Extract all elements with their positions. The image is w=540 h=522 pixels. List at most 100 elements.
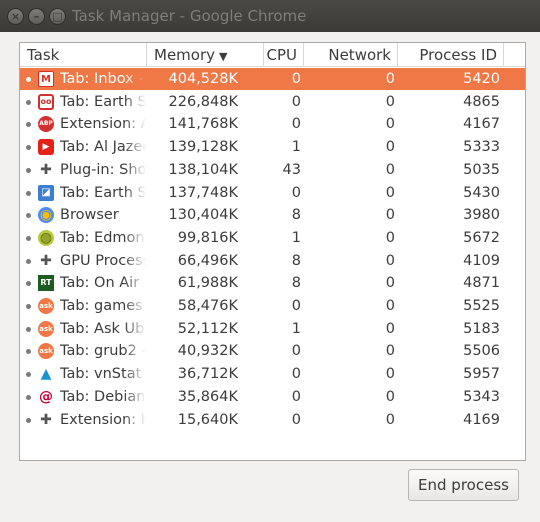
cpu-value: 8 [291, 252, 301, 269]
table-row[interactable]: ✚ Extension: H 15,640K 0 0 4169 [20, 408, 525, 431]
table-row[interactable]: ask Tab: grub2 - | 40,932K 0 0 5506 [20, 340, 525, 363]
process-id-value: 5333 [463, 139, 500, 156]
column-header-memory[interactable]: Memory ▼ [146, 43, 263, 67]
table-row[interactable]: ✚ GPU Process 66,496K 8 0 4109 [20, 249, 525, 272]
task-name: Tab: grub2 - | [60, 340, 146, 363]
gmail-icon: M [38, 71, 54, 87]
process-id-value: 4169 [463, 411, 500, 428]
network-value: 0 [385, 229, 395, 246]
table-row[interactable]: RT Tab: On Air - 61,988K 8 0 4871 [20, 272, 525, 295]
network-value: 0 [385, 411, 395, 428]
task-name: Tab: Edmont [60, 226, 146, 249]
memory-value: 404,528K [168, 71, 238, 87]
row-bullet [26, 99, 31, 105]
table-row[interactable]: @ Tab: Debian 35,864K 0 0 5343 [20, 385, 525, 408]
network-value: 0 [385, 116, 395, 133]
row-bullet [26, 77, 31, 82]
process-id-value: 5035 [463, 161, 500, 178]
network-value: 0 [385, 343, 395, 360]
sort-descending-icon: ▼ [219, 50, 228, 63]
task-name: Tab: Earth Su [60, 90, 146, 113]
task-name: Tab: Earth Su [60, 181, 146, 204]
row-bullet [26, 349, 31, 355]
arch-icon: ▲ [40, 366, 52, 383]
row-bullet [26, 190, 31, 196]
row-bullet [26, 281, 31, 287]
row-bullet [26, 145, 31, 151]
process-id-value: 4865 [463, 93, 500, 110]
process-id-value: 5506 [463, 343, 500, 360]
row-bullet [26, 372, 31, 378]
table-row[interactable]: ◪ Tab: Earth Su 137,748K 0 0 5430 [20, 181, 525, 204]
puzzle-icon: ✚ [40, 411, 52, 428]
rt-icon: RT [38, 275, 54, 292]
title-bar[interactable]: × – □ Task Manager - Google Chrome [0, 0, 540, 32]
table-header: Task Memory ▼ CPU Network Process ID [20, 43, 525, 67]
process-table[interactable]: Task Memory ▼ CPU Network Process ID M Tab… [19, 42, 526, 461]
close-icon: × [10, 10, 21, 23]
table-row[interactable]: M Tab: Inbox - c 404,528K 0 0 5420 [20, 68, 525, 90]
task-name: GPU Process [60, 249, 146, 272]
adblock-icon: ABP [38, 116, 54, 133]
process-id-value: 5183 [463, 320, 500, 337]
edmonton-icon: ◍ [38, 229, 54, 246]
memory-value: 15,640K [177, 411, 238, 428]
task-name: Browser [60, 204, 146, 227]
memory-value: 35,864K [177, 388, 238, 405]
table-row[interactable]: ◍ Tab: Edmont 99,816K 1 0 5672 [20, 226, 525, 249]
memory-value: 130,404K [168, 207, 238, 224]
cpu-value: 43 [282, 161, 301, 178]
askubuntu-icon: ask [38, 298, 54, 314]
task-name: Plug-in: Shoc [60, 158, 146, 181]
table-row[interactable]: ▶ Tab: Al Jazee 139,128K 1 0 5333 [20, 136, 525, 159]
process-id-value: 5672 [463, 229, 500, 246]
column-header-task[interactable]: Task [27, 46, 60, 64]
column-header-cpu[interactable]: CPU [263, 43, 303, 67]
network-value: 0 [385, 366, 395, 383]
network-value: 0 [385, 298, 395, 314]
close-button[interactable]: × [7, 8, 24, 25]
column-header-process-id[interactable]: Process ID [397, 43, 503, 67]
task-name: Tab: Ask Ubu [60, 317, 146, 340]
table-row[interactable]: ◉ Browser 130,404K 8 0 3980 [20, 204, 525, 227]
task-name: Tab: Al Jazee [60, 136, 146, 159]
cpu-value: 0 [291, 71, 301, 87]
cpu-value: 0 [291, 366, 301, 383]
cpu-value: 1 [291, 229, 301, 246]
network-value: 0 [385, 252, 395, 269]
memory-value: 61,988K [177, 275, 238, 292]
minimize-button[interactable]: – [28, 8, 45, 25]
row-bullet [26, 258, 31, 264]
memory-value: 40,932K [177, 343, 238, 360]
column-header-network[interactable]: Network [303, 43, 397, 67]
minimize-icon: – [33, 10, 40, 23]
network-value: 0 [385, 275, 395, 292]
debian-icon: @ [39, 388, 53, 405]
task-name: Extension: H [60, 408, 146, 431]
youtube-icon: ▶ [38, 139, 54, 156]
row-bullet [26, 122, 31, 128]
network-value: 0 [385, 388, 395, 405]
askubuntu-icon: ask [38, 320, 54, 337]
maximize-icon: □ [52, 10, 63, 23]
end-process-button[interactable]: End process [408, 469, 519, 501]
table-row[interactable]: oo Tab: Earth Su 226,848K 0 0 4865 [20, 90, 525, 113]
table-row[interactable]: ✚ Plug-in: Shoc 138,104K 43 0 5035 [20, 158, 525, 181]
network-value: 0 [385, 139, 395, 156]
table-row[interactable]: ask Tab: Ask Ubu 52,112K 1 0 5183 [20, 317, 525, 340]
process-id-value: 4109 [463, 252, 500, 269]
cpu-value: 0 [291, 93, 301, 110]
process-id-value: 5957 [463, 366, 500, 383]
table-row[interactable]: ask Tab: games - 58,476K 0 0 5525 [20, 295, 525, 317]
process-id-value: 4871 [463, 275, 500, 292]
cpu-value: 0 [291, 411, 301, 428]
maximize-button[interactable]: □ [49, 8, 66, 25]
row-bullet [26, 326, 31, 332]
memory-value: 99,816K [177, 229, 238, 246]
process-id-value: 3980 [463, 207, 500, 224]
table-row[interactable]: ▲ Tab: vnStat - 36,712K 0 0 5957 [20, 363, 525, 386]
network-value: 0 [385, 93, 395, 110]
network-value: 0 [385, 207, 395, 224]
table-row[interactable]: ABP Extension: A 141,768K 0 0 4167 [20, 113, 525, 136]
process-id-value: 5343 [463, 388, 500, 405]
